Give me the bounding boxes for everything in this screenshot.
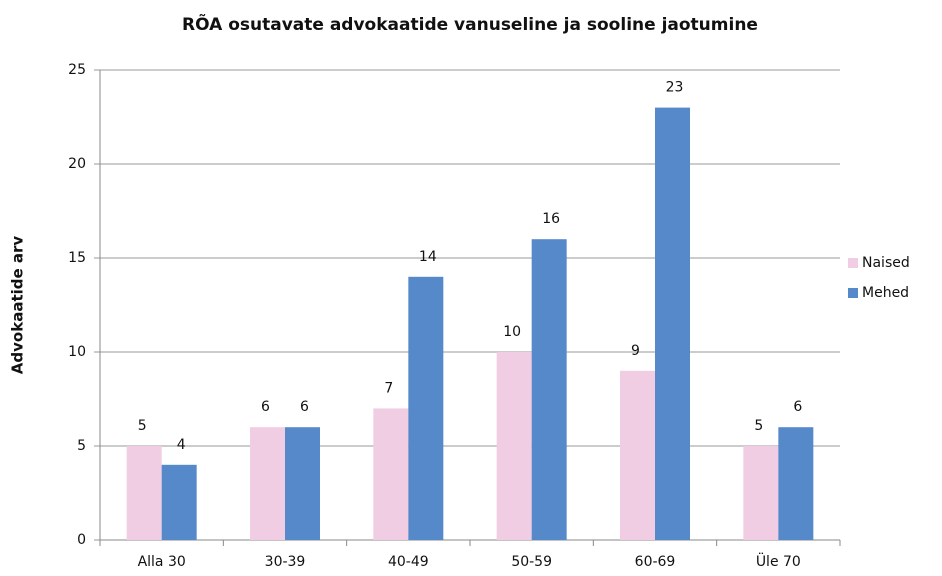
y-tick-label: 10 (68, 344, 86, 360)
bar (778, 427, 814, 540)
bar (743, 446, 779, 540)
data-label: 16 (542, 211, 560, 227)
bar (531, 239, 567, 540)
data-label: 6 (300, 399, 309, 415)
bar (126, 446, 162, 540)
x-tick-label: 60-69 (635, 554, 676, 570)
data-label: 4 (177, 437, 186, 453)
bar (496, 352, 532, 540)
y-axis-label: Advokaatide arv (9, 236, 27, 375)
legend-label: Mehed (862, 285, 909, 301)
x-tick-label: 40-49 (388, 554, 429, 570)
data-label: 14 (419, 249, 437, 265)
x-tick-label: 30-39 (265, 554, 306, 570)
data-label: 6 (793, 399, 802, 415)
bar (250, 427, 285, 540)
chart-title: RÕA osutavate advokaatide vanuseline ja … (182, 12, 758, 35)
data-label: 10 (503, 324, 521, 340)
x-tick-label: Alla 30 (138, 554, 186, 570)
bar (373, 408, 409, 540)
legend-label: Naised (862, 255, 910, 271)
data-label: 7 (384, 380, 393, 396)
bar (408, 276, 444, 540)
bar (161, 464, 197, 540)
data-label: 6 (261, 399, 270, 415)
x-tick-label: Üle 70 (756, 552, 801, 570)
y-tick-label: 0 (77, 532, 86, 548)
y-tick-label: 15 (68, 250, 86, 266)
data-label: 9 (631, 343, 640, 359)
data-label: 5 (138, 418, 147, 434)
data-label: 5 (754, 418, 763, 434)
y-tick-label: 25 (68, 62, 86, 78)
legend-swatch (848, 288, 858, 298)
bar (620, 370, 655, 540)
bar (655, 107, 690, 540)
data-label: 23 (666, 80, 684, 96)
y-tick-label: 5 (77, 438, 86, 454)
y-tick-label: 20 (68, 156, 86, 172)
bar (285, 427, 320, 540)
x-tick-label: 50-59 (511, 554, 552, 570)
legend-swatch (848, 258, 858, 268)
